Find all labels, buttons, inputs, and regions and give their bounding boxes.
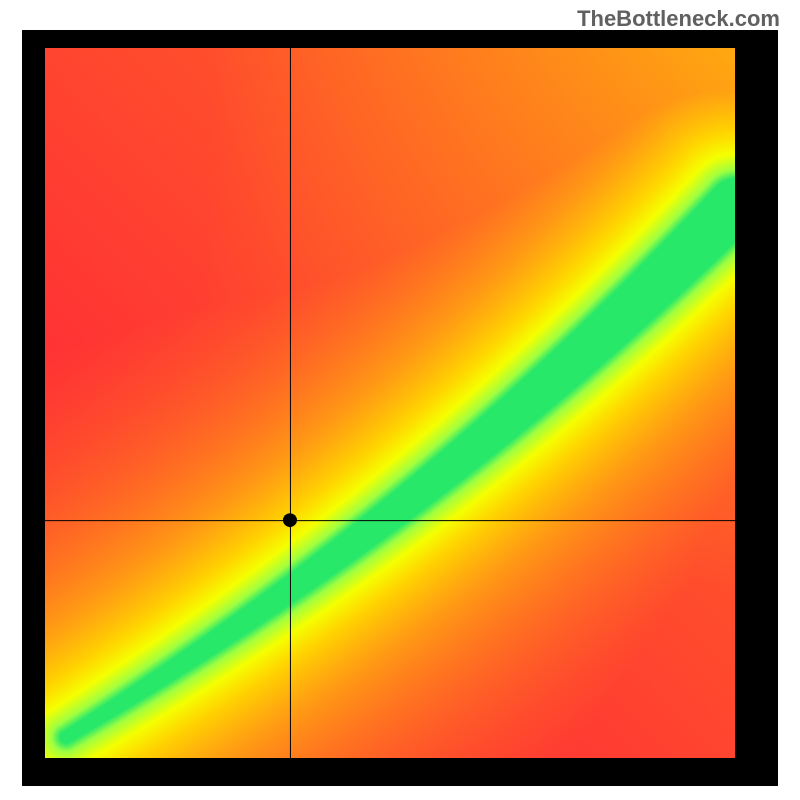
chart-frame xyxy=(22,30,778,786)
watermark-text: TheBottleneck.com xyxy=(577,6,780,32)
chart-container: TheBottleneck.com xyxy=(0,0,800,800)
heatmap-plot xyxy=(45,48,735,758)
heatmap-canvas xyxy=(45,48,735,758)
